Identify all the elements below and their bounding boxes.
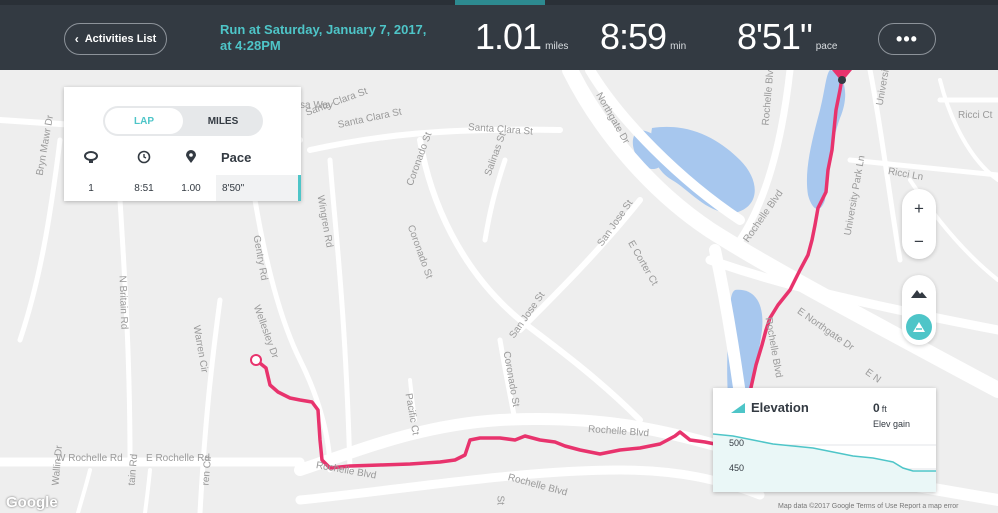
elevation-gain-value: 0	[873, 401, 880, 415]
pond-1	[650, 126, 755, 213]
more-options-button[interactable]: •••	[878, 23, 936, 55]
lap-distance: 1.00	[181, 182, 201, 194]
distance-stat: 1.01 miles	[475, 16, 568, 58]
header-accent	[455, 0, 545, 5]
distance-unit: miles	[545, 41, 569, 52]
run-title: Run at Saturday, January 7, 2017, at 4:2…	[220, 22, 440, 54]
zoom-in-button[interactable]: +	[914, 198, 924, 218]
street-label: Ricci Ct	[958, 110, 993, 121]
time-stat: 8:59 min	[600, 16, 686, 58]
route-start-marker[interactable]	[250, 354, 262, 366]
lap-number: 1	[88, 182, 94, 194]
elevation-gain-label: Elev gain	[873, 419, 911, 429]
elevation-line	[713, 433, 936, 472]
table-row[interactable]: 1 8:51 1.00 8'50"	[64, 175, 301, 201]
elevation-ytick: 450	[729, 463, 745, 473]
distance-value: 1.01	[475, 16, 542, 57]
pin-icon	[171, 147, 211, 167]
map-attribution[interactable]: Map data ©2017 Google Terms of Use Repor…	[778, 503, 959, 510]
lap-time: 8:51	[134, 182, 154, 194]
pace-unit: pace	[815, 41, 838, 52]
google-logo: Google	[6, 494, 58, 511]
map-type-controls	[902, 275, 936, 345]
satellite-button[interactable]	[906, 314, 932, 340]
pace-value: 8'51"	[737, 16, 813, 57]
elevation-chart	[713, 433, 936, 492]
header-top-strip	[0, 0, 998, 5]
lap-miles-toggle: LAP MILES	[103, 106, 263, 136]
elevation-gain: 0 ft	[873, 401, 887, 415]
elevation-icon	[731, 403, 745, 413]
run-title-line1: Run at Saturday, January 7, 2017,	[220, 22, 427, 37]
elevation-title: Elevation	[751, 400, 809, 415]
tab-miles[interactable]: MILES	[207, 115, 239, 127]
pace-stat: 8'51" pace	[737, 16, 837, 58]
street-label: sa Way	[300, 100, 333, 111]
elevation-panel: Elevation 0 ft Elev gain 500 450	[713, 388, 936, 492]
street-label: St	[494, 495, 506, 505]
elevation-ytick: 500	[729, 438, 745, 448]
street-label: E Rochelle Rd	[146, 453, 210, 464]
mountain-icon[interactable]	[902, 275, 936, 310]
chevron-left-icon: ‹	[74, 32, 79, 46]
lap-pace: 8'50"	[216, 175, 301, 201]
time-unit: min	[670, 41, 687, 52]
time-value: 8:59	[600, 16, 667, 57]
stopwatch-icon	[76, 147, 106, 167]
route-end-marker[interactable]	[838, 76, 846, 84]
activities-list-button[interactable]: ‹ Activities List	[64, 23, 167, 55]
zoom-out-button[interactable]: −	[914, 231, 924, 251]
elevation-gain-unit: ft	[881, 404, 887, 414]
clock-icon	[124, 147, 164, 167]
route-line	[254, 76, 844, 470]
laps-panel: LAP MILES Pace 1 8:51 1.00 8'50"	[64, 87, 301, 201]
satellite-icon	[913, 322, 925, 332]
activities-list-label: Activities List	[84, 33, 157, 45]
tab-lap[interactable]: LAP	[105, 108, 183, 134]
pace-column-header: Pace	[221, 149, 252, 165]
laps-header-row: Pace	[64, 147, 301, 167]
street-label: W Rochelle Rd	[56, 453, 123, 464]
activity-header: ‹ Activities List Run at Saturday, Janua…	[0, 0, 998, 70]
street-label: N Britain Rd	[116, 275, 130, 330]
run-title-line2: at 4:28PM	[220, 38, 281, 53]
zoom-controls: + −	[902, 189, 936, 259]
